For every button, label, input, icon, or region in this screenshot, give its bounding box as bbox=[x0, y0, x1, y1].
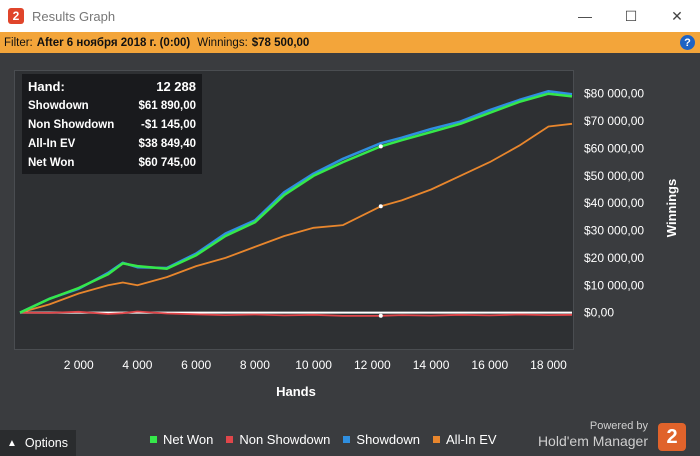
stats-value: -$1 145,00 bbox=[141, 119, 196, 131]
y-axis-title: Winnings bbox=[664, 179, 679, 237]
x-tick-label: 14 000 bbox=[413, 358, 450, 372]
series-line-non-showdown bbox=[19, 310, 573, 317]
y-tick-label: $50 000,00 bbox=[584, 169, 644, 183]
stats-row: Showdown $61 890,00 bbox=[28, 97, 196, 115]
options-label: Options bbox=[24, 436, 68, 450]
cursor-marker bbox=[378, 313, 383, 318]
x-tick-label: 8 000 bbox=[240, 358, 270, 372]
y-tick-label: $0,00 bbox=[584, 306, 614, 320]
cursor-marker bbox=[378, 204, 383, 209]
legend-swatch bbox=[433, 436, 441, 443]
product-name: Hold'em Manager bbox=[537, 433, 648, 449]
legend-label: Net Won bbox=[163, 432, 214, 447]
results-chart: 2 000 4 000 6 000 8 000 10 000 12 000 14 000 16… bbox=[19, 87, 679, 399]
app-logo-icon: 2 bbox=[8, 8, 24, 24]
stats-row: Non Showdown -$1 145,00 bbox=[28, 116, 196, 134]
winnings-label: Winnings: bbox=[197, 36, 248, 49]
maximize-button[interactable]: ☐ bbox=[624, 7, 638, 24]
y-tick-label: $70 000,00 bbox=[584, 114, 644, 128]
y-tick-label: $20 000,00 bbox=[584, 251, 644, 265]
stats-panel: Hand: 12 288 Showdown $61 890,00 Non Showdow… bbox=[22, 74, 202, 174]
x-tick-label: 12 000 bbox=[354, 358, 391, 372]
stats-label: Showdown bbox=[28, 100, 89, 112]
filter-value[interactable]: After 6 ноября 2018 г. (0:00) bbox=[36, 36, 191, 49]
hm2-logo-icon: 2 bbox=[658, 423, 686, 451]
legend-item[interactable]: Net Won bbox=[150, 432, 213, 447]
legend-item[interactable]: Showdown bbox=[343, 432, 420, 447]
y-tick-label: $30 000,00 bbox=[584, 224, 644, 238]
stats-row: Net Won $60 745,00 bbox=[28, 154, 196, 172]
x-axis-title: Hands bbox=[276, 384, 316, 399]
x-tick-label: 2 000 bbox=[64, 358, 94, 372]
title-bar: 2 Results Graph — ☐ ✕ bbox=[0, 0, 700, 32]
legend-label: All-In EV bbox=[446, 432, 497, 447]
stats-value: $60 745,00 bbox=[138, 157, 196, 169]
legend-swatch bbox=[343, 436, 351, 443]
legend-swatch bbox=[150, 436, 157, 443]
y-tick-label: $10 000,00 bbox=[584, 278, 644, 292]
series-line-all-in-ev bbox=[19, 122, 573, 314]
legend-label: Showdown bbox=[356, 432, 421, 447]
y-tick-label: $60 000,00 bbox=[584, 141, 644, 155]
minimize-button[interactable]: — bbox=[578, 8, 592, 24]
chart-legend: Net Won Non Showdown Showdown All-In EV bbox=[150, 432, 510, 447]
stats-row: All-In EV $38 849,40 bbox=[28, 135, 196, 153]
chevron-up-icon: ▲ bbox=[7, 437, 17, 449]
legend-swatch bbox=[226, 436, 234, 443]
stats-value: 12 288 bbox=[156, 79, 196, 94]
x-tick-label: 16 000 bbox=[471, 358, 508, 372]
x-tick-label: 10 000 bbox=[295, 358, 332, 372]
stats-label: Hand: bbox=[28, 79, 65, 94]
stats-value: $38 849,40 bbox=[138, 138, 196, 150]
y-tick-label: $40 000,00 bbox=[584, 196, 644, 210]
x-tick-label: 18 000 bbox=[530, 358, 567, 372]
legend-item[interactable]: Non Showdown bbox=[226, 432, 330, 447]
filter-label: Filter: bbox=[4, 36, 33, 49]
winnings-value: $78 500,00 bbox=[251, 36, 310, 49]
x-tick-label: 4 000 bbox=[122, 358, 152, 372]
y-tick-label: $80 000,00 bbox=[584, 87, 644, 101]
stats-label: All-In EV bbox=[28, 138, 76, 150]
cursor-marker bbox=[378, 144, 383, 149]
options-button[interactable]: ▲ Options bbox=[0, 430, 76, 456]
stats-value: $61 890,00 bbox=[138, 100, 196, 112]
series-line-net-won bbox=[19, 92, 573, 314]
stats-label: Net Won bbox=[28, 157, 75, 169]
help-icon[interactable]: ? bbox=[680, 35, 695, 50]
stats-row: Hand: 12 288 bbox=[28, 78, 196, 96]
legend-item[interactable]: All-In EV bbox=[433, 432, 497, 447]
legend-label: Non Showdown bbox=[239, 432, 331, 447]
close-button[interactable]: ✕ bbox=[671, 7, 683, 24]
filter-bar: Filter: After 6 ноября 2018 г. (0:00) Wi… bbox=[0, 32, 700, 53]
window-title: Results Graph bbox=[32, 8, 116, 24]
x-tick-label: 6 000 bbox=[181, 358, 211, 372]
stats-label: Non Showdown bbox=[28, 119, 115, 131]
powered-by-text: Powered by bbox=[589, 420, 648, 432]
